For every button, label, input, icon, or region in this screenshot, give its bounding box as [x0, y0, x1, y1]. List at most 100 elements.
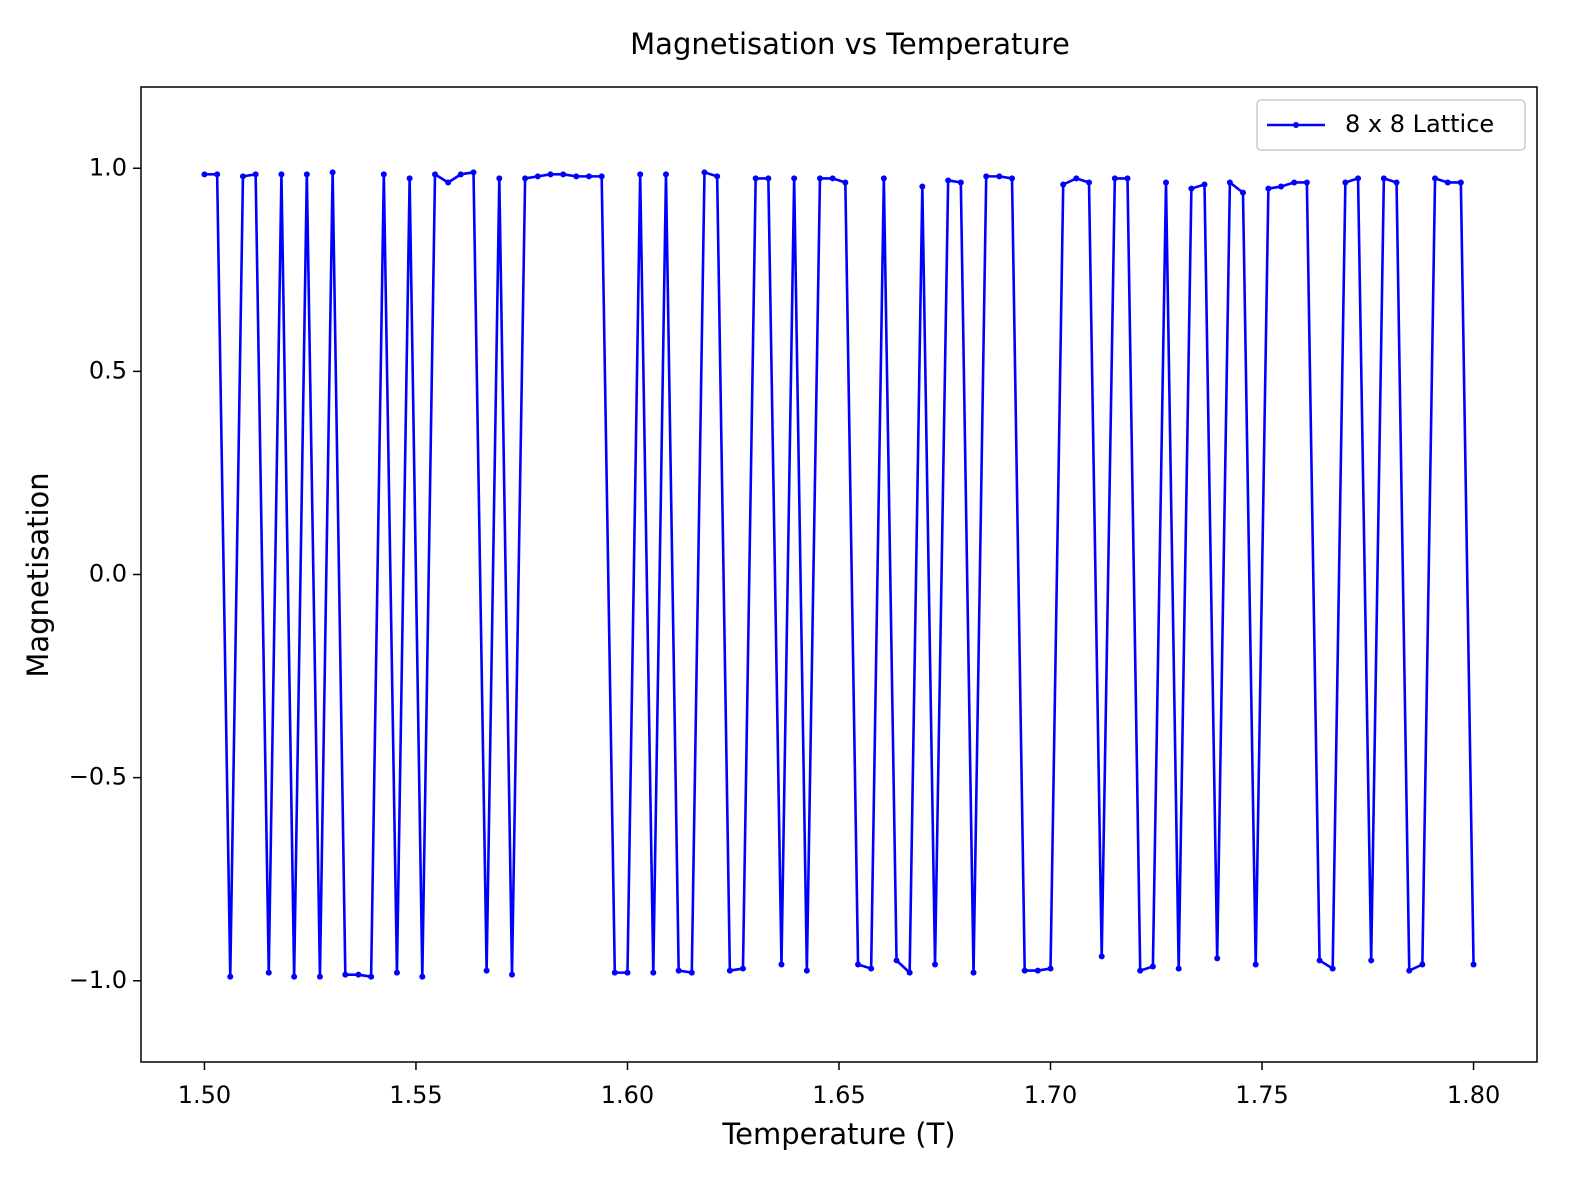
data-point — [829, 175, 836, 182]
data-point — [1163, 179, 1170, 186]
data-point — [752, 175, 759, 182]
data-point — [265, 969, 272, 976]
data-point — [508, 971, 515, 978]
data-point — [355, 971, 362, 978]
x-tick-label: 1.50 — [178, 1081, 231, 1109]
data-point — [483, 967, 490, 974]
x-tick-label: 1.65 — [812, 1081, 865, 1109]
series-line — [204, 171, 1475, 978]
legend-label: 8 x 8 Lattice — [1345, 110, 1494, 138]
data-point — [316, 973, 323, 980]
data-point — [1406, 967, 1413, 974]
data-point — [406, 175, 413, 182]
data-point — [1149, 963, 1156, 970]
data-point — [662, 171, 669, 178]
data-point — [970, 969, 977, 976]
x-tick-label: 1.75 — [1235, 1081, 1288, 1109]
data-point — [803, 967, 810, 974]
data-point — [1226, 179, 1233, 186]
data-point — [252, 171, 259, 178]
data-point — [1239, 189, 1246, 196]
data-point — [996, 173, 1003, 180]
y-tick-label: 0.0 — [89, 560, 127, 588]
data-point — [1201, 181, 1208, 188]
x-axis-label: Temperature (T) — [721, 1117, 955, 1151]
data-point — [303, 171, 310, 178]
data-point — [1419, 961, 1426, 968]
data-point — [945, 177, 952, 184]
data-point — [201, 171, 208, 178]
data-point — [470, 169, 477, 176]
data-point — [1047, 965, 1054, 972]
data-point — [1291, 179, 1298, 186]
legend-marker — [1293, 122, 1299, 128]
data-point — [419, 973, 426, 980]
data-point — [932, 961, 939, 968]
data-point — [726, 967, 733, 974]
data-point — [1098, 953, 1105, 960]
data-point — [291, 973, 298, 980]
data-point — [919, 183, 926, 190]
data-point — [688, 969, 695, 976]
x-tick-label: 1.55 — [389, 1081, 442, 1109]
y-tick-label: −1.0 — [69, 966, 127, 994]
x-tick-label: 1.80 — [1447, 1081, 1500, 1109]
chart-title: Magnetisation vs Temperature — [630, 27, 1070, 61]
data-point — [983, 173, 990, 180]
data-point — [611, 969, 618, 976]
data-point — [906, 969, 913, 976]
data-point — [1393, 179, 1400, 186]
data-point — [637, 171, 644, 178]
data-point — [445, 179, 452, 186]
data-point — [714, 173, 721, 180]
data-point — [522, 175, 529, 182]
data-point — [1124, 175, 1131, 182]
data-point — [329, 169, 336, 176]
data-point — [227, 973, 234, 980]
data-point — [573, 173, 580, 180]
data-point — [957, 179, 964, 186]
data-point — [496, 175, 503, 182]
data-point — [278, 171, 285, 178]
data-point — [393, 969, 400, 976]
data-point — [1316, 957, 1323, 964]
data-point — [534, 173, 541, 180]
y-tick-label: 1.0 — [89, 153, 127, 181]
data-point — [380, 171, 387, 178]
data-point — [1175, 965, 1182, 972]
data-point — [880, 175, 887, 182]
data-point — [1457, 179, 1464, 186]
data-point — [1034, 967, 1041, 974]
data-point — [816, 175, 823, 182]
data-point — [1021, 967, 1028, 974]
data-point — [598, 173, 605, 180]
data-point — [432, 171, 439, 178]
data-point — [1470, 961, 1477, 968]
data-point — [1137, 967, 1144, 974]
x-tick-label: 1.60 — [601, 1081, 654, 1109]
data-point — [739, 965, 746, 972]
data-point — [1368, 957, 1375, 964]
data-point — [1073, 175, 1080, 182]
data-point — [1380, 175, 1387, 182]
x-tick-label: 1.70 — [1024, 1081, 1077, 1109]
y-tick-label: −0.5 — [69, 763, 127, 791]
data-point — [624, 969, 631, 976]
y-tick-label: 0.5 — [89, 356, 127, 384]
data-point — [1111, 175, 1118, 182]
data-point — [1329, 965, 1336, 972]
data-point — [1188, 185, 1195, 192]
data-point — [1060, 181, 1067, 188]
data-point — [1252, 961, 1259, 968]
data-point — [585, 173, 592, 180]
data-point — [855, 961, 862, 968]
data-point — [342, 971, 349, 978]
data-point — [239, 173, 246, 180]
data-point — [1355, 175, 1362, 182]
data-point — [547, 171, 554, 178]
data-point — [701, 169, 708, 176]
data-point — [1009, 175, 1016, 182]
legend-box — [1256, 99, 1526, 151]
data-point — [1303, 179, 1310, 186]
